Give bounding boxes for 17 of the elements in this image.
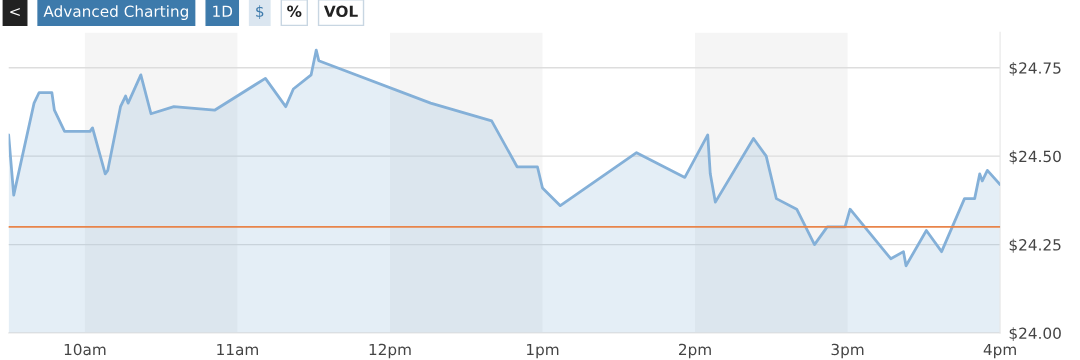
- text: %: [287, 5, 302, 18]
- y-tick-label: $24.50: [1009, 150, 1061, 165]
- x-tick-label: 4pm: [983, 343, 1016, 359]
- y-tick-label: $24.25: [1009, 238, 1061, 253]
- text: 1D: [213, 5, 233, 17]
- x-tick-label: 1pm: [527, 343, 559, 359]
- x-tick-label: 10am: [64, 343, 106, 356]
- text: $: [256, 5, 264, 20]
- text: Advanced Charting: [43, 5, 188, 20]
- text: <: [10, 7, 20, 17]
- x-tick-label: 11am: [217, 343, 258, 356]
- text: VOL: [323, 5, 358, 18]
- y-tick-label: $24.75: [1009, 61, 1061, 76]
- x-tick-label: 3pm: [831, 343, 864, 359]
- x-tick-label: 2pm: [678, 343, 711, 359]
- x-tick-label: 12pm: [369, 343, 411, 359]
- y-tick-label: $24.00: [1009, 327, 1061, 342]
